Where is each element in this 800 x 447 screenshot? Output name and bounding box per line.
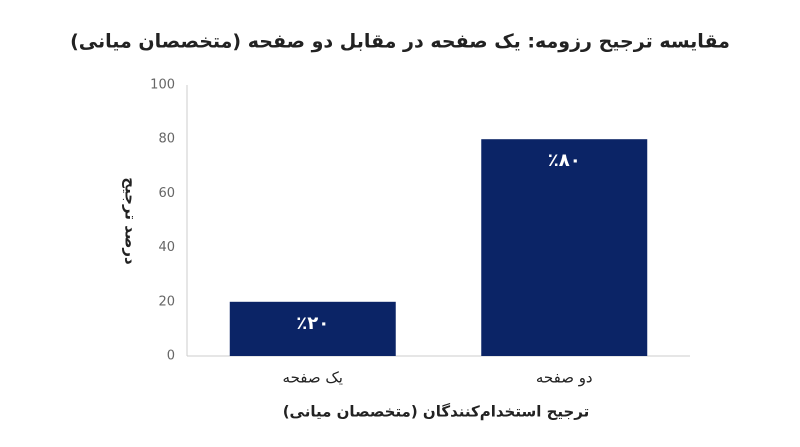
- chart-title: مقایسه ترجیح رزومه: یک صفحه در مقابل دو …: [70, 31, 730, 53]
- value-label: ٪۸۰: [548, 150, 581, 171]
- x-tick-label: دو صفحه: [536, 369, 593, 387]
- y-axis-label: درصد ترجیح: [122, 177, 140, 265]
- y-tick-label: 60: [158, 186, 175, 201]
- value-label: ٪۲۰: [296, 313, 329, 334]
- y-tick-label: 80: [158, 132, 175, 147]
- y-tick-label: 100: [150, 78, 175, 93]
- y-tick-label: 40: [158, 240, 175, 255]
- x-axis-label: ترجیح استخدام‌کنندگان (متخصصان میانی): [283, 403, 590, 421]
- x-tick-label: یک صفحه: [283, 369, 343, 387]
- bar: [481, 139, 648, 356]
- bar: [229, 301, 396, 356]
- y-tick-label: 20: [158, 294, 175, 309]
- y-tick-label: 0: [167, 349, 175, 364]
